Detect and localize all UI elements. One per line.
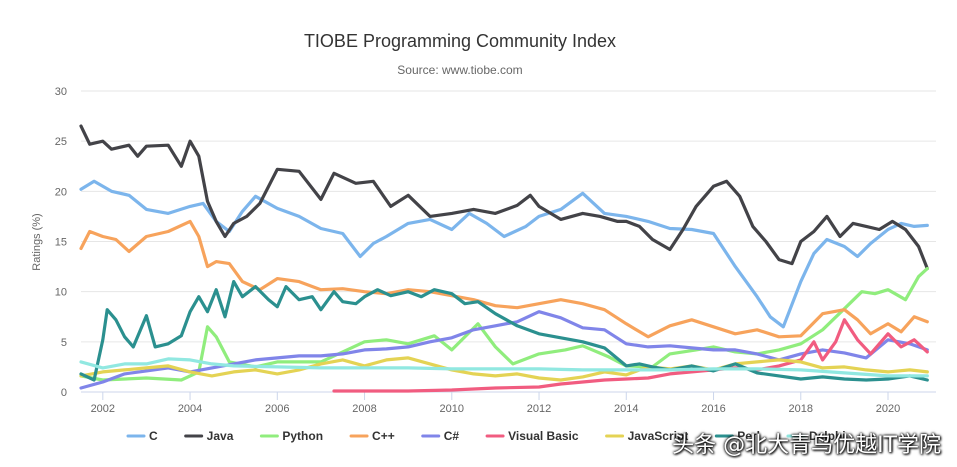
legend-label: JavaScript: [628, 429, 689, 443]
legend-label: C#: [444, 429, 460, 443]
legend-item-c-[interactable]: C++: [349, 429, 395, 443]
chart-title: TIOBE Programming Community Index: [304, 31, 616, 51]
x-axis-ticks: 2002 2004 2006 2008 2010 2012 2014 2016 2018 2020: [91, 392, 900, 415]
series-lines: [79, 124, 929, 393]
series-line-c-[interactable]: [79, 219, 929, 339]
chart-subtitle: Source: www.tiobe.com: [397, 63, 522, 77]
legend-label: C: [149, 429, 158, 443]
legend-label: Perl: [737, 429, 760, 443]
y-tick-label: 20: [55, 186, 67, 198]
legend-item-java[interactable]: Java: [184, 429, 234, 443]
y-axis-title: Ratings (%): [31, 213, 43, 270]
x-tick-label: 2020: [876, 403, 900, 415]
x-tick-label: 2012: [527, 403, 551, 415]
legend-item-c[interactable]: C: [126, 429, 158, 443]
y-tick-label: 30: [55, 86, 67, 98]
legend-item-delphi[interactable]: Delphi: [786, 429, 846, 443]
x-tick-label: 2014: [614, 403, 638, 415]
x-tick-label: 2002: [91, 403, 115, 415]
legend-item-c-[interactable]: C#: [421, 429, 460, 443]
legend-label: Java: [207, 429, 234, 443]
series-line-visual-basic[interactable]: [332, 318, 929, 393]
legend-item-visual-basic[interactable]: Visual Basic: [485, 429, 579, 443]
legend-label: Visual Basic: [508, 429, 579, 443]
series-line-java[interactable]: [79, 124, 929, 271]
gridlines: [81, 90, 936, 393]
y-tick-label: 25: [55, 136, 67, 148]
y-tick-label: 5: [61, 337, 67, 349]
watermark-text: 头条 @北大青鸟优越IT学院: [672, 433, 941, 458]
x-tick-label: 2010: [440, 403, 464, 415]
y-tick-label: 0: [61, 387, 67, 399]
x-tick-label: 2016: [701, 403, 725, 415]
x-tick-label: 2006: [265, 403, 289, 415]
series-line-python[interactable]: [79, 267, 929, 382]
x-tick-label: 2004: [178, 403, 202, 415]
legend-label: Python: [282, 429, 323, 443]
y-axis-ticks: 0 5 10 15 20 25 30: [55, 86, 67, 399]
x-tick-label: 2008: [352, 403, 376, 415]
y-tick-label: 10: [55, 287, 67, 299]
legend-label: C++: [372, 429, 395, 443]
legend-item-javascript[interactable]: JavaScript: [605, 429, 689, 443]
x-tick-label: 2018: [789, 403, 813, 415]
legend-item-python[interactable]: Python: [259, 429, 323, 443]
series-line-javascript[interactable]: [79, 356, 929, 382]
series-line-delphi[interactable]: [79, 357, 929, 378]
legend: C Java Python C++ C# Visual Basic JavaScript Pe…: [126, 429, 846, 443]
y-tick-label: 15: [55, 237, 67, 249]
legend-label: Delphi: [809, 429, 846, 443]
legend-item-perl[interactable]: Perl: [714, 429, 760, 443]
